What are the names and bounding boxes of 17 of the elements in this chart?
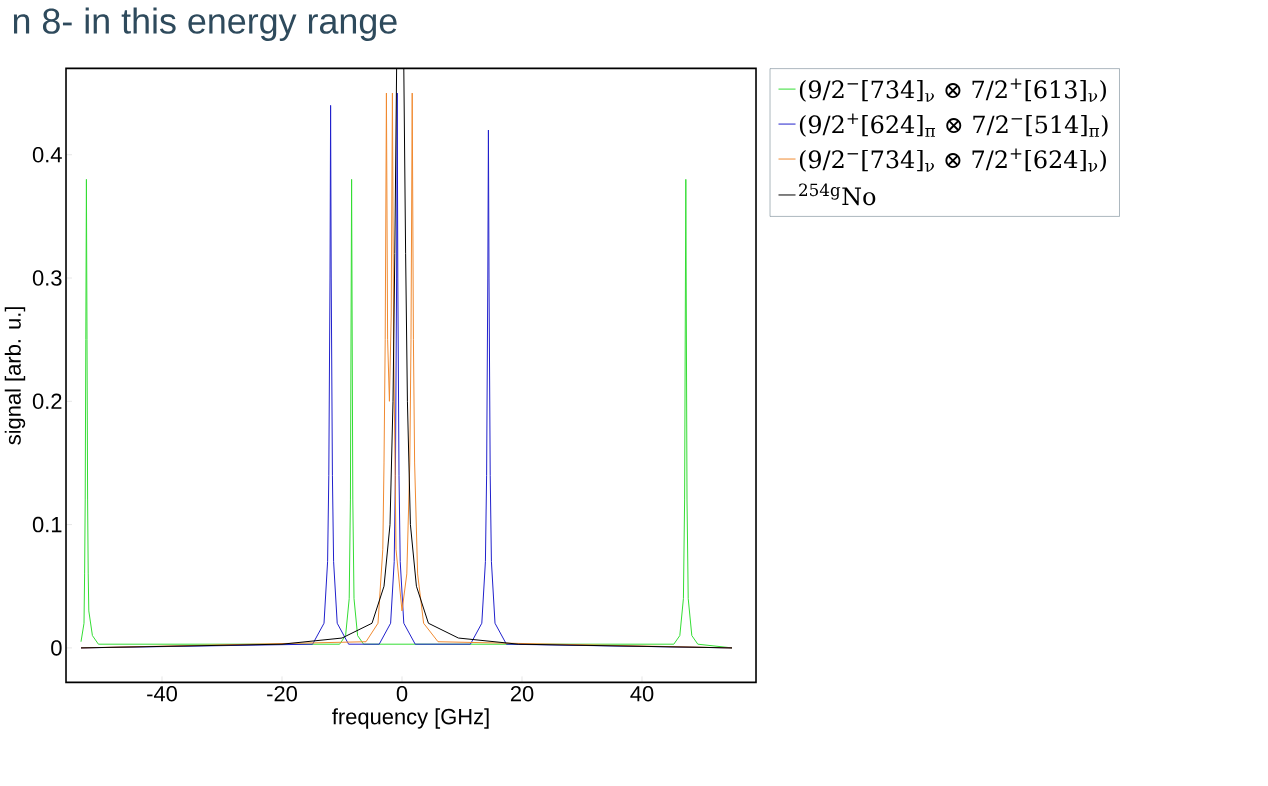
- y-tick-label: 0.1: [32, 516, 62, 533]
- y-axis-title: signal [arb. u.]: [4, 307, 26, 445]
- chart-title: n 8- in this energy range: [13, 7, 397, 41]
- x-tick-label: 0: [396, 685, 408, 702]
- x-tick-label: -40: [147, 685, 177, 702]
- text: (9/2$^{−}$[734]$_{ν}$ ⊗ 7/2$^{+}$[624]$_{ν}$): [799, 148, 1106, 172]
- x-tick-label: 20: [510, 685, 534, 702]
- y-tick-label: 0.2: [32, 393, 62, 410]
- legend-label: $^{254g}$No: [799, 183, 876, 206]
- text: (9/2$^{+}$[624]$_{π}$ ⊗ 7/2$^{−}$[514]$_{π}$): [799, 113, 1108, 137]
- x-axis-title: frequency [GHz]: [332, 708, 489, 729]
- text: (9/2$^{−}$[734]$_{ν}$ ⊗ 7/2$^{+}$[613]$_{ν}$): [799, 78, 1106, 102]
- x-tick-label: 40: [630, 685, 654, 702]
- x-tick-label: -20: [267, 685, 297, 702]
- y-tick-label: 0: [51, 640, 62, 656]
- y-tick-label: 0.3: [32, 270, 62, 286]
- y-tick-label: 0.4: [32, 146, 62, 163]
